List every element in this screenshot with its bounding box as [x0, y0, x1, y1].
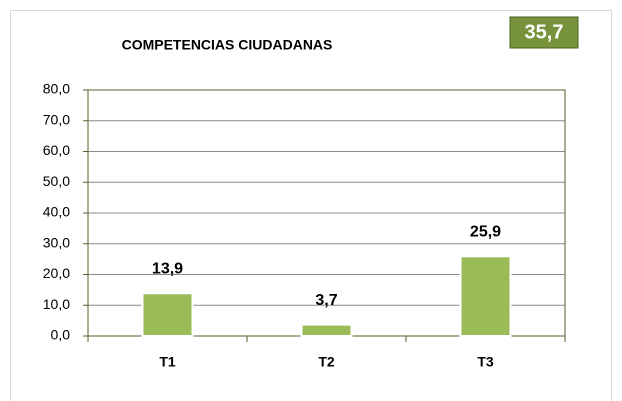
y-tick-label: 40,0: [43, 204, 70, 220]
badge-text: 35,7: [525, 21, 564, 43]
bar: [141, 292, 194, 338]
x-tick-label: T3: [477, 354, 494, 370]
value-label: 25,9: [470, 224, 501, 241]
y-tick-label: 80,0: [43, 81, 70, 97]
y-tick-label: 60,0: [43, 142, 70, 158]
y-tick-label: 10,0: [43, 296, 70, 312]
badge: [509, 16, 579, 49]
chart-title: COMPETENCIAS CIUDADANAS: [122, 37, 333, 53]
value-label: 3,7: [315, 292, 337, 309]
bar: [300, 323, 353, 337]
y-tick-label: 70,0: [43, 111, 70, 127]
y-tick-label: 0,0: [51, 327, 71, 343]
x-tick-label: T2: [318, 354, 335, 370]
chart-frame: [10, 10, 612, 401]
y-tick-label: 50,0: [43, 173, 70, 189]
y-tick-label: 20,0: [43, 265, 70, 281]
y-tick-label: 30,0: [43, 234, 70, 250]
x-tick-label: T1: [159, 354, 176, 370]
value-label: 13,9: [152, 260, 183, 277]
bar: [459, 255, 512, 338]
